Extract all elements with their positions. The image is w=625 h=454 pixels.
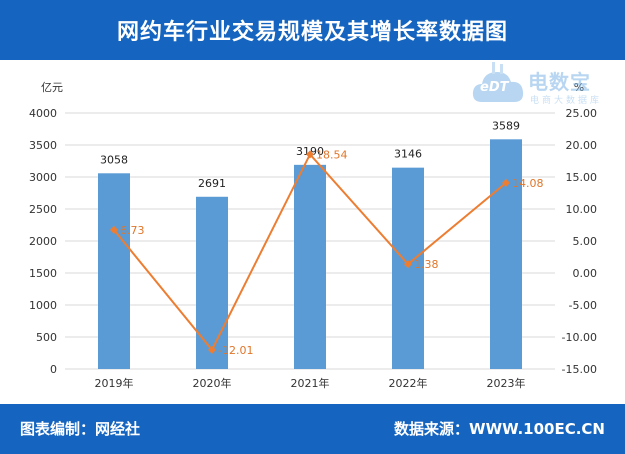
y2-tick-label: -5.00 xyxy=(569,299,597,312)
y2-tick-label: 10.00 xyxy=(566,203,598,216)
bar xyxy=(98,173,130,369)
x-tick-label: 2023年 xyxy=(487,376,526,390)
footer-source: 数据来源：WWW.100EC.CN xyxy=(394,420,605,438)
y2-tick-label: 15.00 xyxy=(566,171,598,184)
y2-tick-label: 5.00 xyxy=(573,235,598,248)
bar-data-label: 3146 xyxy=(394,148,422,161)
y2-tick-label: 0.00 xyxy=(573,267,598,280)
line-point xyxy=(404,260,412,269)
x-tick-label: 2020年 xyxy=(193,376,232,390)
y2-tick-label: 25.00 xyxy=(566,107,598,120)
bar xyxy=(392,167,424,369)
y-tick-label: 4000 xyxy=(29,107,57,120)
line-point xyxy=(110,225,118,234)
y-tick-label: 3000 xyxy=(29,171,57,184)
y-tick-label: 0 xyxy=(50,363,57,376)
y2-axis-title: % xyxy=(574,81,584,94)
x-tick-label: 2021年 xyxy=(291,376,330,390)
y-tick-label: 1000 xyxy=(29,299,57,312)
y2-tick-label: 20.00 xyxy=(566,139,598,152)
footer-credit: 图表编制：网经社 xyxy=(20,420,141,438)
x-tick-label: 2019年 xyxy=(95,376,134,390)
watermark-logo-text: eDT xyxy=(480,80,509,95)
y-axis-title: 亿元 xyxy=(41,81,63,94)
y-tick-label: 2000 xyxy=(29,235,57,248)
line-data-label: 6.73 xyxy=(120,224,145,237)
y2-tick-label: -10.00 xyxy=(562,331,597,344)
line-data-label: 1.38 xyxy=(414,258,439,271)
chart: 0 500 1000 1500 2000 2500 3000 3500 4000 -15.00 -1… xyxy=(29,81,598,390)
y-tick-label: 3500 xyxy=(29,139,57,152)
x-tick-label: 2022年 xyxy=(389,376,428,390)
line-data-label: -12.01 xyxy=(218,344,253,357)
line-data-label: 18.54 xyxy=(316,148,348,161)
y2-tick-label: -15.00 xyxy=(562,363,597,376)
y-tick-label: 2500 xyxy=(29,203,57,216)
y-tick-label: 500 xyxy=(36,331,57,344)
title-banner: 网约车行业交易规模及其增长率数据图 xyxy=(0,0,625,60)
bar-data-label: 2691 xyxy=(198,177,226,190)
bar xyxy=(196,196,228,369)
bar-data-label: 3058 xyxy=(100,153,128,166)
line-point xyxy=(306,150,314,159)
y-tick-label: 1500 xyxy=(29,267,57,280)
cloud-logo-icon xyxy=(472,62,524,102)
chart-title: 网约车行业交易规模及其增长率数据图 xyxy=(116,20,508,45)
line-point xyxy=(208,345,216,354)
bar xyxy=(490,139,522,369)
bar-data-label: 3589 xyxy=(492,119,520,132)
line-point xyxy=(502,178,510,187)
watermark-brand: 电数宝 xyxy=(528,70,591,94)
watermark: eDT 电数宝 电商大数据库 xyxy=(470,62,620,110)
bar xyxy=(294,164,326,369)
footer-banner: 图表编制：网经社 数据来源：WWW.100EC.CN xyxy=(0,404,625,454)
line-data-label: 14.08 xyxy=(512,177,544,190)
watermark-subtitle: 电商大数据库 xyxy=(530,96,603,106)
